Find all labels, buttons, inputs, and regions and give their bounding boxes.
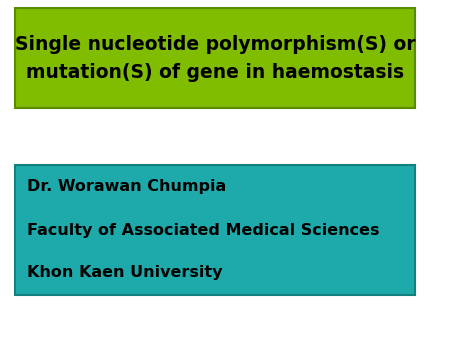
Text: Single nucleotide polymorphism(S) or: Single nucleotide polymorphism(S) or (15, 34, 415, 53)
FancyBboxPatch shape (15, 8, 415, 108)
Text: Dr. Worawan Chumpia: Dr. Worawan Chumpia (27, 179, 226, 194)
Text: Faculty of Associated Medical Sciences: Faculty of Associated Medical Sciences (27, 222, 379, 238)
Text: Khon Kaen University: Khon Kaen University (27, 266, 222, 281)
FancyBboxPatch shape (15, 165, 415, 295)
Text: mutation(S) of gene in haemostasis: mutation(S) of gene in haemostasis (26, 63, 404, 81)
